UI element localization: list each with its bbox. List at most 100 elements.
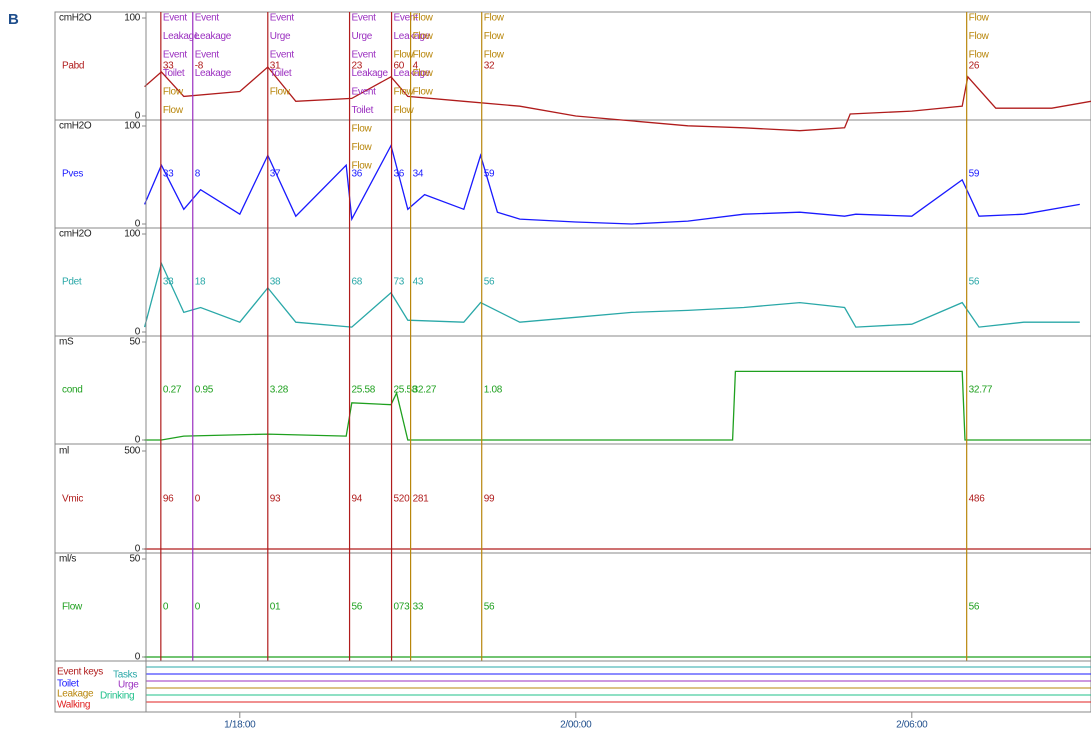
event-label: Flow: [484, 13, 505, 24]
trace-name: Pabd: [62, 61, 84, 72]
event-readout: 32: [484, 61, 495, 72]
event-readout: 99: [484, 494, 495, 505]
event-readout: 34: [413, 169, 424, 180]
x-tick-label: 1/18:00: [224, 720, 256, 731]
trace-name: cond: [62, 385, 83, 396]
event-label: Event: [352, 87, 377, 98]
event-readout: 56: [484, 602, 495, 613]
event-readout: 31: [270, 61, 281, 72]
event-label: Flow: [352, 124, 373, 135]
event-label: Urge: [352, 31, 373, 42]
event-readout: 36: [394, 169, 405, 180]
event-label: Toilet: [352, 105, 374, 116]
event-label: Flow: [270, 87, 291, 98]
event-label: Flow: [352, 142, 373, 153]
trace: [144, 370, 1091, 441]
legend-item: Urge: [118, 680, 139, 691]
event-readout: 486: [969, 494, 986, 505]
event-readout: 43: [413, 277, 424, 288]
y-tick-label: 50: [129, 337, 140, 348]
event-label: Event: [195, 13, 220, 24]
event-label: Flow: [413, 31, 434, 42]
event-readout: 01: [270, 602, 281, 613]
event-readout: 33: [163, 169, 174, 180]
unit-label: cmH2O: [59, 13, 92, 24]
event-label: Toilet: [163, 68, 185, 79]
event-readout: 3.28: [270, 385, 289, 396]
event-readout: 37: [270, 169, 281, 180]
event-label: Toilet: [270, 68, 292, 79]
event-readout: 59: [969, 169, 980, 180]
event-readout: 59: [484, 169, 495, 180]
event-label: Event: [352, 50, 377, 61]
event-label: Flow: [413, 50, 434, 61]
event-label: Flow: [484, 50, 505, 61]
unit-label: mS: [59, 337, 74, 348]
event-label: Flow: [969, 50, 990, 61]
event-readout: 32.27: [413, 385, 437, 396]
y-tick-label: 0: [135, 652, 141, 663]
y-tick-label: 100: [124, 121, 141, 132]
event-readout: 25.58: [394, 385, 418, 396]
event-label: Event: [270, 50, 295, 61]
event-label: Leakage: [163, 31, 200, 42]
event-label: Flow: [969, 31, 990, 42]
event-readout: 38: [270, 277, 281, 288]
legend-title: Event keys: [57, 667, 103, 678]
event-readout: 281: [413, 494, 430, 505]
event-readout: 18: [195, 277, 206, 288]
event-readout: 73: [394, 277, 405, 288]
event-readout: 56: [484, 277, 495, 288]
event-readout: 0: [163, 602, 169, 613]
event-readout: 96: [163, 494, 174, 505]
y-tick-label: 0: [135, 219, 141, 230]
event-label: Event: [195, 50, 220, 61]
y-tick-label: 500: [124, 446, 141, 457]
event-readout: 94: [352, 494, 363, 505]
y-tick-label: 0: [135, 111, 141, 122]
trace: [144, 143, 1080, 225]
legend-item: Leakage: [57, 689, 94, 700]
event-readout: 073: [394, 602, 411, 613]
y-tick-label: 100: [124, 229, 141, 240]
event-readout: 56: [969, 602, 980, 613]
event-readout: 25.58: [352, 385, 376, 396]
event-readout: 8: [195, 169, 201, 180]
trace-name: Pves: [62, 169, 83, 180]
trace: [144, 66, 1091, 132]
event-readout: 0: [195, 602, 201, 613]
event-label: Flow: [394, 105, 415, 116]
event-readout: 68: [352, 277, 363, 288]
event-readout: 0.27: [163, 385, 182, 396]
event-readout: 23: [352, 61, 363, 72]
event-readout: 60: [394, 61, 405, 72]
y-tick-label: 0: [135, 435, 141, 446]
event-label: Leakage: [195, 68, 232, 79]
y-tick-label: 0: [135, 544, 141, 555]
event-readout: 33: [163, 61, 174, 72]
event-label: Event: [394, 13, 419, 24]
event-label: Leakage: [352, 68, 389, 79]
unit-label: cmH2O: [59, 121, 92, 132]
event-label: Event: [163, 50, 188, 61]
trace: [143, 261, 1080, 328]
trace-name: Vmic: [62, 494, 83, 505]
unit-label: ml/s: [59, 554, 76, 565]
event-label: Flow: [413, 68, 434, 79]
event-label: Flow: [413, 13, 434, 24]
event-readout: 56: [969, 277, 980, 288]
legend-item: Toilet: [57, 679, 79, 690]
legend-item: Walking: [57, 700, 90, 711]
event-readout: 36: [352, 169, 363, 180]
event-label: Event: [163, 13, 188, 24]
legend-item: Tasks: [113, 670, 137, 681]
event-readout: 1.08: [484, 385, 503, 396]
event-readout: 93: [270, 494, 281, 505]
event-label: Flow: [163, 87, 184, 98]
event-readout: 26: [969, 61, 980, 72]
panel-label: B: [8, 11, 19, 28]
event-label: Flow: [394, 87, 415, 98]
event-readout: -8: [195, 61, 204, 72]
event-label: Leakage: [195, 31, 232, 42]
